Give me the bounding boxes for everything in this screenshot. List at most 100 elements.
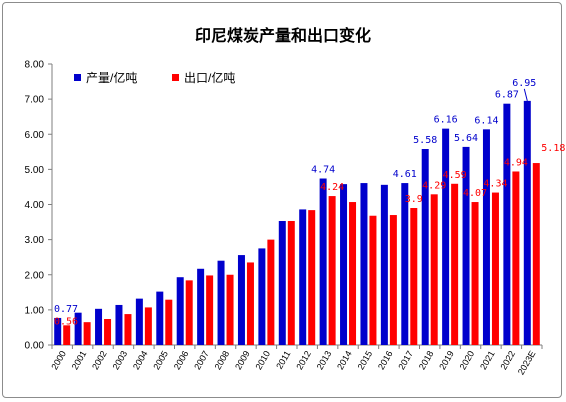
bar-export: [430, 194, 438, 345]
bar-production: [135, 298, 143, 345]
bar-export: [410, 208, 418, 345]
y-tick-label: 6.00: [25, 130, 45, 141]
bar-export: [124, 314, 132, 345]
bar-production: [74, 312, 82, 345]
data-label-export: 3.9: [405, 194, 423, 205]
data-label-export: 4.59: [443, 170, 467, 181]
bar-production: [299, 209, 307, 345]
x-tick-label: 2019: [437, 349, 456, 371]
x-tick-label: 2015: [356, 349, 375, 371]
data-label-export: 4.29: [422, 180, 446, 191]
bar-production: [197, 268, 205, 345]
bar-export: [512, 171, 520, 345]
bar-production: [360, 183, 368, 345]
legend-swatch: [172, 74, 179, 81]
bar-production: [115, 304, 123, 345]
legend-label: 产量/亿吨: [86, 70, 137, 85]
bar-export: [532, 163, 540, 345]
bar-export: [63, 325, 71, 345]
x-tick-label: 2001: [70, 349, 89, 371]
x-tick-label: 2007: [192, 349, 211, 371]
bar-production: [217, 260, 225, 345]
bar-export: [185, 280, 193, 345]
x-tick-label: 2016: [376, 349, 395, 371]
bar-export: [226, 274, 234, 345]
y-tick-label: 4.00: [25, 200, 45, 211]
bar-export: [328, 196, 336, 345]
bar-export: [308, 210, 316, 345]
chart-title: 印尼煤炭产量和出口变化: [194, 26, 371, 45]
x-tick-label: 2021: [478, 349, 497, 371]
bar-export: [83, 322, 91, 345]
data-label-export: 0.56: [54, 316, 78, 327]
x-tick-label: 2004: [131, 349, 150, 371]
data-label-export: 4.07: [463, 188, 487, 199]
bar-production: [156, 291, 164, 345]
x-tick-label: 2006: [172, 349, 191, 371]
data-label-production: 5.58: [413, 135, 437, 146]
bar-production: [401, 183, 409, 345]
data-label-production: 4.74: [311, 165, 335, 176]
x-tick-label: 2017: [396, 349, 415, 371]
x-tick-label: 2008: [213, 349, 232, 371]
x-tick-label: 2018: [417, 349, 436, 371]
bar-production: [278, 221, 286, 345]
bar-export: [471, 202, 479, 345]
data-label-production: 6.87: [495, 90, 519, 101]
bar-export: [104, 319, 112, 345]
x-tick-label: 2014: [335, 349, 354, 371]
x-tick-label: 2023E: [516, 349, 538, 377]
x-tick-label: 2002: [90, 349, 109, 371]
bar-production: [421, 149, 429, 345]
data-label-production: 6.95: [512, 78, 536, 89]
data-label-export: 4.34: [483, 179, 507, 190]
bar-production: [462, 146, 470, 345]
x-tick-label: 2003: [111, 349, 130, 371]
bar-production: [258, 248, 266, 345]
x-tick-label: 2011: [274, 349, 292, 371]
x-tick-label: 2013: [315, 349, 334, 371]
bar-export: [451, 183, 459, 345]
y-tick-label: 0.00: [25, 341, 45, 352]
x-tick-label: 2009: [233, 349, 252, 371]
y-tick-label: 3.00: [25, 235, 45, 246]
x-tick-label: 2000: [49, 349, 68, 371]
bar-production: [340, 184, 348, 345]
bar-production: [380, 184, 388, 345]
y-tick-label: 1.00: [25, 305, 45, 316]
bar-export: [287, 221, 295, 345]
legend-label: 出口/亿吨: [184, 70, 235, 85]
bar-export: [267, 239, 275, 345]
label-leader-line: [523, 88, 528, 102]
y-tick-label: 5.00: [25, 165, 45, 176]
bar-export: [144, 307, 152, 345]
bar-production: [503, 103, 511, 345]
data-label-production: 5.64: [454, 133, 478, 144]
data-label-export: 5.18: [541, 143, 565, 154]
bar-export: [491, 192, 499, 345]
x-tick-label: 2020: [458, 349, 477, 371]
x-tick-label: 2010: [253, 349, 272, 371]
bar-production: [54, 317, 62, 345]
bar-production: [442, 128, 450, 345]
y-tick-label: 2.00: [25, 270, 45, 281]
y-tick-label: 8.00: [25, 60, 45, 71]
bar-production: [237, 255, 245, 345]
bar-production: [319, 178, 327, 345]
bar-production: [523, 100, 531, 345]
data-label-production: 6.14: [474, 115, 498, 126]
y-tick-label: 7.00: [25, 95, 45, 106]
bar-export: [165, 299, 173, 345]
bar-export: [389, 215, 397, 345]
bar-production: [176, 277, 184, 345]
data-label-production: 0.77: [54, 304, 78, 315]
bar-export: [349, 202, 357, 345]
data-label-export: 4.94: [504, 157, 528, 168]
bar-export: [369, 215, 377, 345]
legend-swatch: [74, 74, 81, 81]
data-label-production: 4.61: [393, 169, 417, 180]
data-label-export: 4.24: [320, 182, 344, 193]
bar-production: [482, 129, 490, 345]
bar-export: [246, 262, 254, 345]
x-tick-label: 2012: [294, 349, 313, 371]
